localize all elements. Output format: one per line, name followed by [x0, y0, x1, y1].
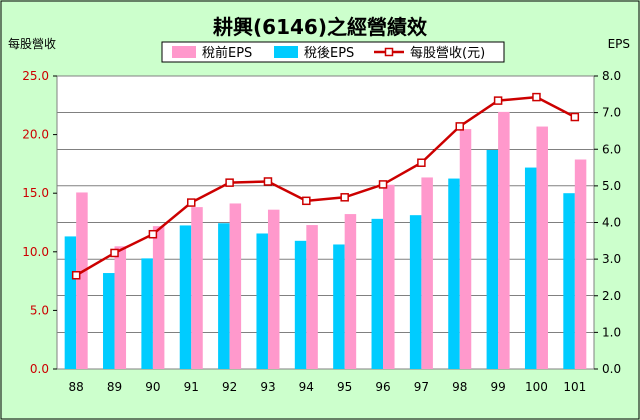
- x-tick-label: 93: [260, 380, 275, 394]
- bar-pre-tax-eps: [152, 226, 165, 369]
- point-revenue-per-share: [340, 193, 349, 202]
- legend-marker: [384, 47, 394, 57]
- y-right-tick-label: 1.0: [602, 325, 621, 339]
- y-right-tick-label: 4.0: [602, 216, 621, 230]
- bar-pre-tax-eps: [76, 192, 88, 369]
- point-revenue-per-share: [263, 177, 273, 186]
- point-revenue-per-share: [187, 198, 196, 207]
- x-tick-label: 101: [563, 380, 586, 394]
- chart-title: 耕興(6146)之經營績效: [213, 15, 427, 39]
- point-revenue-per-share: [378, 180, 388, 189]
- point-revenue-per-share: [110, 248, 119, 258]
- bar-pre-tax-eps: [383, 184, 395, 369]
- x-tick-label: 100: [525, 380, 548, 394]
- y-axis-left-label: 每股營收: [8, 36, 56, 51]
- legend-box: [161, 41, 505, 63]
- bar-after-tax-eps: [486, 149, 499, 369]
- bar-after-tax-eps: [409, 215, 422, 369]
- point-revenue-per-share: [302, 196, 311, 206]
- x-tick-label: 96: [375, 380, 390, 394]
- bar-pre-tax-eps: [229, 203, 242, 369]
- bar-after-tax-eps: [448, 178, 460, 369]
- x-tick-label: 95: [337, 380, 352, 394]
- legend-label: 稅前EPS: [202, 45, 252, 61]
- legend: 稅前EPS 稅後EPS 每股營收(元): [161, 41, 505, 63]
- plot-area: 0.0 5.0 10.0 15.0 20.0 25.0 0.0 1.0 2.0 3.0 4.0 5.0…: [22, 69, 621, 394]
- y-right-tick-label: 0.0: [602, 362, 621, 376]
- bar-after-tax-eps: [524, 167, 537, 369]
- point-revenue-per-share: [570, 112, 580, 122]
- x-tick-label: 91: [184, 380, 199, 394]
- bar-pre-tax-eps: [421, 177, 433, 369]
- point-revenue-per-share: [532, 92, 541, 102]
- bar-after-tax-eps: [179, 225, 192, 369]
- y-right-tick-label: 5.0: [602, 179, 621, 193]
- x-tick-label: 99: [490, 380, 505, 394]
- legend-swatch: [274, 46, 298, 58]
- y-left-tick-label: 5.0: [30, 303, 49, 317]
- y-right-tick-label: 8.0: [602, 69, 621, 83]
- bar-pre-tax-eps: [344, 214, 357, 369]
- y-right-tick-label: 3.0: [602, 252, 621, 266]
- x-tick-label: 88: [69, 380, 84, 394]
- bar-pre-tax-eps: [306, 225, 318, 369]
- bar-after-tax-eps: [256, 233, 268, 369]
- point-revenue-per-share: [148, 229, 158, 239]
- line-revenue-per-share: [75, 95, 576, 277]
- bar-pre-tax-eps: [191, 207, 203, 369]
- bar-after-tax-eps: [294, 240, 307, 369]
- bar-pre-tax-eps: [267, 209, 280, 369]
- y-right-tick-label: 7.0: [602, 106, 621, 120]
- x-tick-label: 97: [414, 380, 429, 394]
- bar-after-tax-eps: [333, 244, 345, 369]
- bar-pre-tax-eps: [114, 246, 127, 369]
- bar-after-tax-eps: [218, 223, 230, 369]
- point-revenue-per-share: [455, 122, 464, 131]
- bar-pre-tax-eps: [536, 126, 548, 369]
- legend-swatch: [172, 46, 196, 58]
- y-left-tick-label: 15.0: [22, 186, 49, 200]
- point-revenue-per-share: [71, 270, 81, 280]
- bar-pre-tax-eps: [498, 111, 510, 369]
- bar-after-tax-eps: [141, 258, 153, 369]
- y-left-tick-label: 10.0: [22, 245, 49, 259]
- y-left-tick-label: 0.0: [30, 362, 49, 376]
- y-right-tick-label: 6.0: [602, 142, 621, 156]
- bar-after-tax-eps: [371, 218, 384, 369]
- point-revenue-per-share: [417, 158, 426, 167]
- y-left-tick-label: 20.0: [22, 128, 49, 142]
- x-tick-label: 94: [299, 380, 314, 394]
- y-axis-right-label: EPS: [608, 37, 630, 51]
- bar-after-tax-eps: [103, 273, 115, 369]
- x-tick-label: 89: [107, 380, 122, 394]
- x-tick-label: 98: [452, 380, 467, 394]
- bar-pre-tax-eps: [574, 159, 587, 369]
- x-tick-label: 90: [145, 380, 160, 394]
- point-revenue-per-share: [493, 96, 503, 105]
- y-right-tick-label: 2.0: [602, 289, 621, 303]
- legend-label: 每股營收(元): [410, 45, 485, 61]
- x-tick-label: 92: [222, 380, 237, 394]
- bar-after-tax-eps: [64, 236, 77, 369]
- bar-after-tax-eps: [563, 193, 575, 369]
- y-left-tick-label: 25.0: [22, 69, 49, 83]
- point-revenue-per-share: [225, 178, 234, 187]
- bar-pre-tax-eps: [459, 129, 472, 369]
- legend-label: 稅後EPS: [304, 46, 354, 61]
